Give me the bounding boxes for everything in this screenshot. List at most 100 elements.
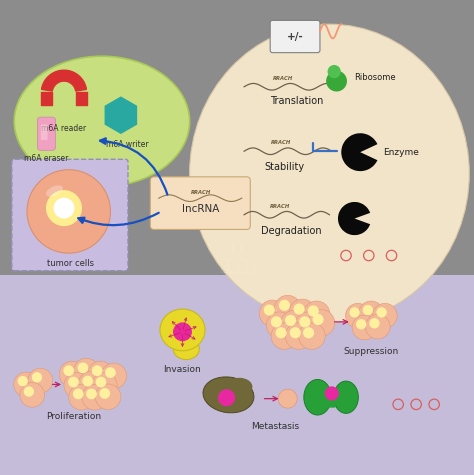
Ellipse shape [304, 380, 331, 415]
Text: m6A eraser: m6A eraser [24, 154, 69, 163]
Circle shape [271, 316, 282, 327]
Circle shape [266, 312, 293, 339]
Text: +/-: +/- [286, 31, 303, 41]
Circle shape [290, 327, 301, 338]
Circle shape [285, 315, 296, 326]
Circle shape [73, 389, 83, 399]
Text: RRACH: RRACH [273, 76, 293, 81]
Circle shape [86, 389, 97, 399]
Circle shape [271, 323, 298, 350]
Circle shape [32, 372, 42, 382]
Circle shape [352, 315, 377, 340]
Circle shape [91, 372, 117, 398]
Circle shape [275, 327, 287, 338]
Text: Proliferation: Proliferation [46, 412, 101, 421]
Ellipse shape [227, 378, 252, 396]
Circle shape [27, 170, 110, 253]
Circle shape [20, 382, 45, 407]
Circle shape [54, 198, 74, 218]
Circle shape [299, 323, 325, 350]
Text: RRACH: RRACH [271, 140, 291, 145]
Circle shape [326, 71, 347, 92]
Circle shape [279, 300, 290, 311]
Circle shape [349, 307, 360, 318]
Circle shape [293, 304, 305, 314]
Circle shape [96, 377, 106, 388]
Circle shape [312, 314, 324, 325]
Circle shape [78, 371, 104, 397]
Circle shape [46, 190, 82, 226]
Text: Ribosome: Ribosome [355, 73, 396, 82]
Text: 公众号
研究思路: 公众号 研究思路 [219, 240, 255, 273]
FancyBboxPatch shape [12, 159, 128, 271]
Circle shape [218, 389, 235, 406]
FancyBboxPatch shape [41, 124, 47, 140]
Circle shape [346, 304, 370, 328]
Circle shape [373, 304, 397, 328]
Ellipse shape [14, 56, 190, 187]
Text: Stability: Stability [264, 162, 304, 171]
Wedge shape [338, 202, 370, 235]
FancyBboxPatch shape [270, 20, 320, 53]
Circle shape [259, 300, 286, 327]
Circle shape [356, 319, 366, 330]
Circle shape [274, 295, 301, 322]
Text: Degradation: Degradation [261, 226, 322, 236]
Circle shape [64, 372, 90, 398]
Circle shape [101, 363, 127, 389]
Circle shape [173, 323, 192, 342]
Circle shape [82, 384, 108, 410]
FancyBboxPatch shape [37, 117, 55, 150]
Circle shape [82, 376, 93, 387]
Circle shape [303, 327, 314, 338]
Ellipse shape [334, 381, 358, 413]
Circle shape [18, 376, 28, 386]
Text: Metastasis: Metastasis [251, 422, 299, 431]
Circle shape [308, 305, 319, 316]
Circle shape [289, 299, 316, 326]
Circle shape [295, 312, 321, 339]
Ellipse shape [173, 338, 199, 360]
Ellipse shape [203, 377, 254, 413]
Circle shape [303, 301, 330, 328]
Circle shape [105, 367, 116, 378]
Circle shape [95, 384, 121, 409]
Text: Translation: Translation [270, 96, 323, 106]
Bar [0, 276, 474, 475]
Circle shape [88, 361, 113, 387]
Circle shape [73, 358, 99, 384]
Text: lncRNA: lncRNA [182, 204, 219, 214]
Text: RRACH: RRACH [270, 204, 290, 209]
Circle shape [28, 368, 53, 393]
Circle shape [376, 307, 387, 318]
Ellipse shape [160, 309, 205, 351]
Circle shape [92, 365, 102, 376]
Text: Invasion: Invasion [164, 364, 201, 373]
FancyBboxPatch shape [150, 177, 250, 229]
Circle shape [359, 301, 383, 326]
Circle shape [68, 377, 79, 388]
Circle shape [299, 316, 310, 327]
Circle shape [78, 362, 88, 373]
Circle shape [264, 304, 275, 315]
Wedge shape [341, 133, 377, 171]
Text: m6A reader: m6A reader [41, 124, 87, 133]
Polygon shape [105, 97, 137, 133]
Ellipse shape [46, 185, 63, 197]
Ellipse shape [190, 24, 469, 323]
Circle shape [24, 386, 34, 397]
Text: Suppression: Suppression [344, 347, 399, 355]
Circle shape [59, 361, 85, 387]
Circle shape [328, 65, 341, 78]
Circle shape [69, 384, 94, 410]
Circle shape [64, 365, 74, 376]
Circle shape [278, 389, 297, 408]
Circle shape [281, 311, 307, 337]
Circle shape [308, 310, 335, 336]
Circle shape [100, 388, 110, 399]
Circle shape [363, 305, 373, 315]
Text: m6A writer: m6A writer [106, 140, 148, 149]
Text: RRACH: RRACH [191, 190, 211, 195]
Circle shape [325, 386, 339, 400]
Circle shape [365, 314, 390, 339]
